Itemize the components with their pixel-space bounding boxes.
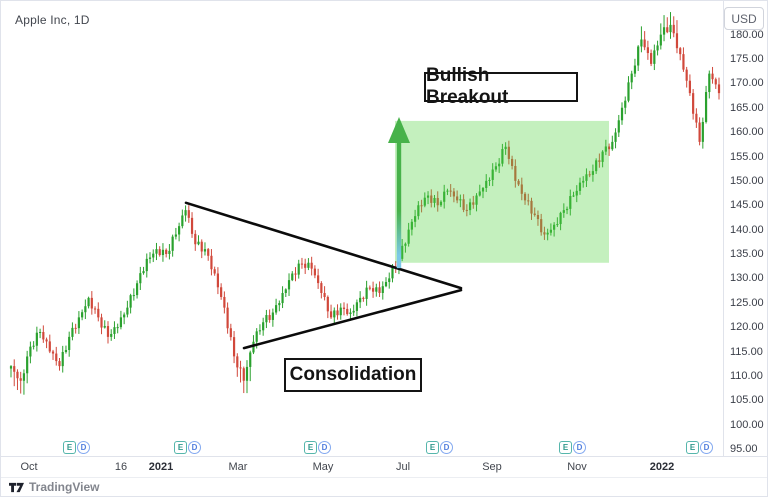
time-tick-label: Oct — [20, 461, 38, 473]
price-tick-label: 135.00 — [730, 248, 764, 260]
price-tick-label: 155.00 — [730, 150, 764, 163]
price-tick-label: 160.00 — [730, 126, 764, 139]
time-tick-label: Sep — [482, 461, 502, 473]
earnings-badge[interactable]: E — [426, 441, 439, 454]
price-tick-label: 175.00 — [730, 53, 764, 65]
price-tick-label: 125.00 — [730, 296, 764, 309]
price-tick-label: 105.00 — [730, 394, 764, 407]
dividends-badge[interactable]: D — [77, 441, 90, 454]
price-tick-label: 165.00 — [730, 101, 764, 114]
dividends-badge[interactable]: D — [318, 441, 331, 454]
dividends-badge[interactable]: D — [700, 441, 713, 454]
tradingview-brand-text: TradingView — [29, 480, 100, 494]
earnings-badge[interactable]: E — [63, 441, 76, 454]
price-tick-label: 110.00 — [730, 369, 763, 382]
price-axis[interactable]: 180.00 175.00 170.00 165.00 160.00 155.00 150.… — [723, 1, 767, 456]
breakout-annotation-label[interactable]: Bullish Breakout — [424, 65, 578, 108]
price-tick-label: 180.00 — [730, 28, 764, 41]
time-tick-label: 16 — [114, 461, 128, 473]
tradingview-icon — [9, 482, 24, 492]
consolidation-triangle[interactable] — [184, 201, 463, 350]
price-tick-label: 130.00 — [730, 272, 764, 285]
breakout-zone-rect[interactable] — [395, 120, 609, 263]
earnings-badge[interactable]: E — [304, 441, 317, 454]
currency-button[interactable]: USD — [724, 7, 764, 30]
earnings-badge[interactable]: E — [686, 441, 699, 454]
consolidation-annotation-label[interactable]: Consolidation — [284, 358, 422, 392]
earnings-badge[interactable]: E — [559, 441, 572, 454]
candlestick-plot[interactable]: Apple Inc, 1D Bullish Breakout Consolida… — [1, 1, 723, 456]
time-tick-label: Mar — [228, 461, 248, 473]
price-tick-label: 120.00 — [730, 321, 764, 334]
dividends-badge[interactable]: D — [188, 441, 201, 454]
footer-bar: TradingView — [1, 478, 767, 496]
time-tick-label: May — [312, 461, 334, 473]
time-tick-label: 2021 — [148, 461, 174, 473]
time-tick-label: Nov — [567, 461, 587, 473]
time-axis[interactable]: Oct 16 2021 Mar May Jul Sep Nov 2022 — [1, 456, 767, 478]
dividends-badge[interactable]: D — [573, 441, 586, 454]
price-tick-label: 140.00 — [730, 223, 764, 236]
price-tick-label: 150.00 — [730, 174, 764, 187]
candlestick-chart-canvas[interactable] — [1, 1, 723, 456]
price-tick-label: 115.00 — [730, 345, 763, 358]
price-tick-label: 170.00 — [730, 77, 764, 90]
breakout-arrow[interactable] — [388, 117, 410, 269]
candles — [9, 12, 721, 395]
time-tick-label: Jul — [395, 461, 411, 473]
symbol-title: Apple Inc, 1D — [15, 13, 90, 27]
earnings-badge[interactable]: E — [174, 441, 187, 454]
tradingview-logo-link[interactable]: TradingView — [9, 480, 99, 494]
price-tick-label: 145.00 — [730, 199, 764, 212]
price-tick-label: 95.00 — [730, 443, 758, 455]
time-tick-label: 2022 — [649, 461, 675, 473]
dividends-badge[interactable]: D — [440, 441, 453, 454]
price-tick-label: 100.00 — [730, 418, 764, 431]
